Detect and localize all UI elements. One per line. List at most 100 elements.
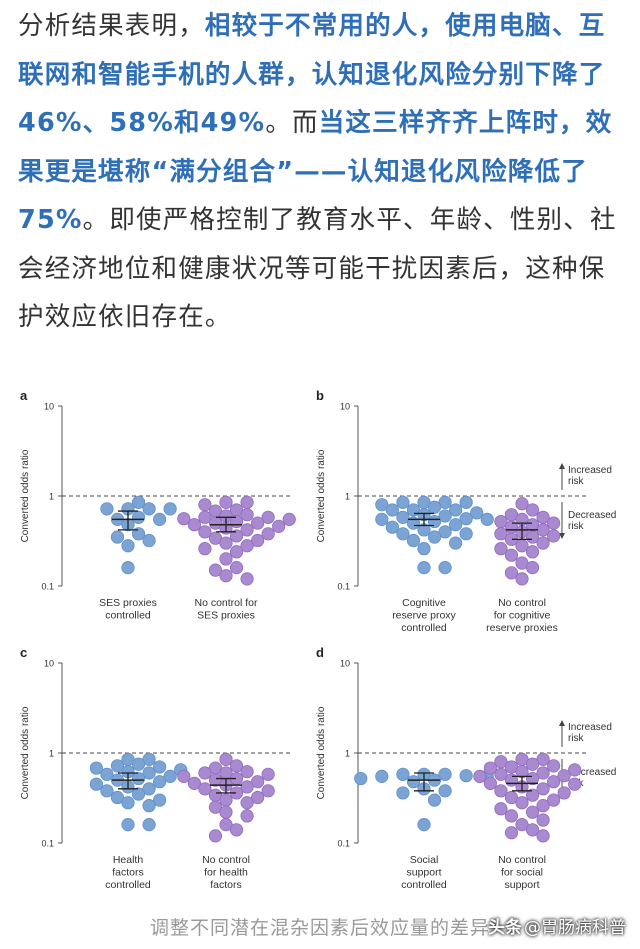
data-point	[525, 823, 540, 837]
data-point	[198, 542, 212, 556]
data-point	[483, 776, 497, 790]
data-point	[427, 530, 442, 544]
data-point	[219, 818, 233, 832]
data-point	[459, 512, 473, 526]
data-point	[504, 566, 519, 580]
data-point	[375, 512, 389, 526]
data-point	[219, 552, 233, 566]
data-point	[110, 530, 125, 544]
data-point	[525, 805, 540, 819]
data-point	[417, 818, 431, 832]
y-tick-label: 10	[340, 402, 350, 412]
data-point	[131, 757, 146, 771]
data-point	[240, 508, 254, 522]
data-point	[417, 561, 431, 575]
data-point	[208, 516, 223, 530]
data-point	[459, 769, 473, 783]
data-point	[110, 790, 125, 805]
data-point	[208, 773, 223, 787]
y-tick-label: 0.1	[337, 839, 350, 849]
data-point	[504, 790, 519, 805]
data-point	[89, 777, 103, 791]
figure-container: a 10 1 0.1 Converted odds ratio SES proxies co…	[0, 378, 640, 908]
data-point	[261, 510, 275, 524]
data-point	[494, 527, 508, 541]
data-point	[229, 529, 244, 543]
data-point	[131, 787, 146, 801]
data-point	[121, 539, 135, 553]
data-point	[525, 757, 540, 771]
data-point	[354, 771, 368, 786]
data-point	[240, 796, 254, 810]
data-point	[547, 759, 561, 773]
arrow-down-head-icon	[559, 533, 565, 539]
data-point	[483, 761, 497, 775]
data-point	[251, 790, 265, 805]
data-point	[504, 826, 519, 840]
y-tick-label: 10	[340, 659, 350, 669]
data-point	[229, 823, 244, 837]
data-point	[240, 809, 254, 823]
data-point	[261, 527, 275, 541]
data-point	[525, 561, 540, 575]
data-point	[261, 767, 275, 781]
data-point	[153, 793, 167, 807]
data-point	[177, 769, 191, 783]
data-point	[219, 793, 233, 807]
article-text: 分析结果表明，相较于不常用的人，使用电脑、互联网和智能手机的人群，认知退化风险分…	[18, 2, 630, 342]
y-axis-label: Converted odds ratio	[316, 706, 327, 799]
data-point	[515, 796, 529, 810]
data-point	[385, 503, 399, 517]
watermark: 头条 @胃肠病科普	[488, 914, 626, 942]
y-tick-label: 0.1	[41, 839, 54, 849]
data-point	[536, 536, 550, 550]
data-point	[240, 572, 254, 586]
data-point	[121, 818, 135, 832]
data-point	[240, 780, 254, 794]
data-point	[494, 784, 508, 798]
arrow-up-head-icon	[559, 463, 565, 469]
data-point	[459, 495, 473, 509]
data-point	[153, 512, 167, 526]
data-point	[142, 818, 156, 832]
category-label: No control for social support	[498, 854, 546, 891]
data-point	[163, 769, 177, 783]
data-point	[427, 500, 442, 514]
data-point	[100, 767, 114, 781]
y-tick-label: 10	[44, 659, 54, 669]
y-tick-label: 0.1	[41, 582, 54, 592]
data-point	[208, 800, 223, 814]
data-point	[229, 545, 244, 559]
data-point	[375, 769, 389, 783]
data-point	[131, 527, 146, 541]
data-point	[131, 771, 146, 786]
data-point	[251, 516, 265, 530]
panel-label: a	[20, 388, 28, 403]
data-point	[438, 784, 452, 798]
data-point	[131, 510, 146, 524]
data-point	[438, 509, 452, 523]
panel-label: c	[20, 645, 27, 660]
category-label: Social support controlled	[401, 854, 447, 891]
annotation-increased: Increased risk	[568, 722, 612, 744]
data-point	[240, 495, 254, 509]
data-point	[229, 561, 244, 575]
data-point	[536, 766, 550, 780]
data-point	[536, 829, 550, 843]
data-point	[406, 533, 421, 548]
data-point	[547, 529, 561, 543]
data-point	[449, 518, 463, 532]
y-tick-label: 1	[49, 492, 54, 502]
data-point	[568, 763, 582, 777]
data-point	[153, 760, 167, 774]
data-point	[438, 767, 452, 781]
chart-panel-d: d 10 1 0.1 Converted odds ratio Increased risk…	[316, 645, 616, 891]
data-point	[110, 759, 125, 773]
data-point	[385, 520, 399, 534]
data-point	[536, 813, 550, 827]
y-tick-label: 1	[49, 749, 54, 759]
data-point	[89, 761, 103, 775]
data-point	[494, 767, 508, 781]
data-point	[198, 766, 212, 780]
data-point	[240, 523, 254, 537]
